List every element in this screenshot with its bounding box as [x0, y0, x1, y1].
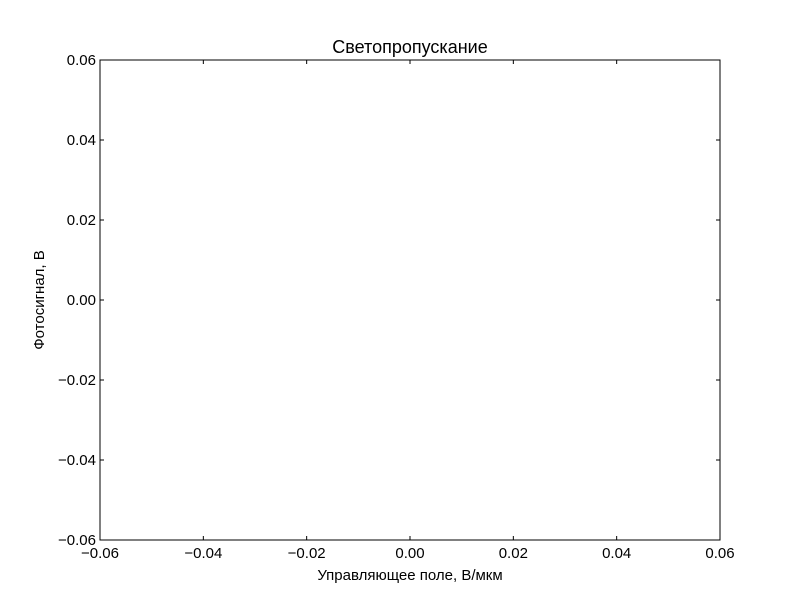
x-tick-label: 0.02: [499, 545, 528, 562]
x-axis-ticks: −0.06 −0.04 −0.02 0.00 0.02 0.04 0.06: [81, 60, 735, 562]
y-tick-label: −0.04: [58, 452, 96, 469]
y-tick-label: −0.02: [58, 372, 96, 389]
y-axis-ticks: 0.06 0.04 0.02 0.00 −0.02 −0.04 −0.06: [58, 52, 720, 549]
chart-title: Светопропускание: [332, 37, 487, 57]
x-tick-label: −0.06: [81, 545, 119, 562]
y-tick-label: 0.06: [67, 52, 96, 69]
y-tick-label: 0.02: [67, 212, 96, 229]
y-axis-label: Фотосигнал, В: [31, 250, 48, 350]
x-tick-label: −0.02: [288, 545, 326, 562]
plot-area: [99, 59, 721, 541]
y-tick-label: −0.06: [58, 532, 96, 549]
y-tick-label: 0.04: [67, 132, 96, 149]
x-tick-label: 0.06: [705, 545, 734, 562]
x-tick-label: 0.00: [395, 545, 424, 562]
x-axis-label: Управляющее поле, В/мкм: [317, 567, 502, 584]
x-tick-label: −0.04: [184, 545, 222, 562]
y-tick-label: 0.00: [67, 292, 96, 309]
x-tick-label: 0.04: [602, 545, 631, 562]
